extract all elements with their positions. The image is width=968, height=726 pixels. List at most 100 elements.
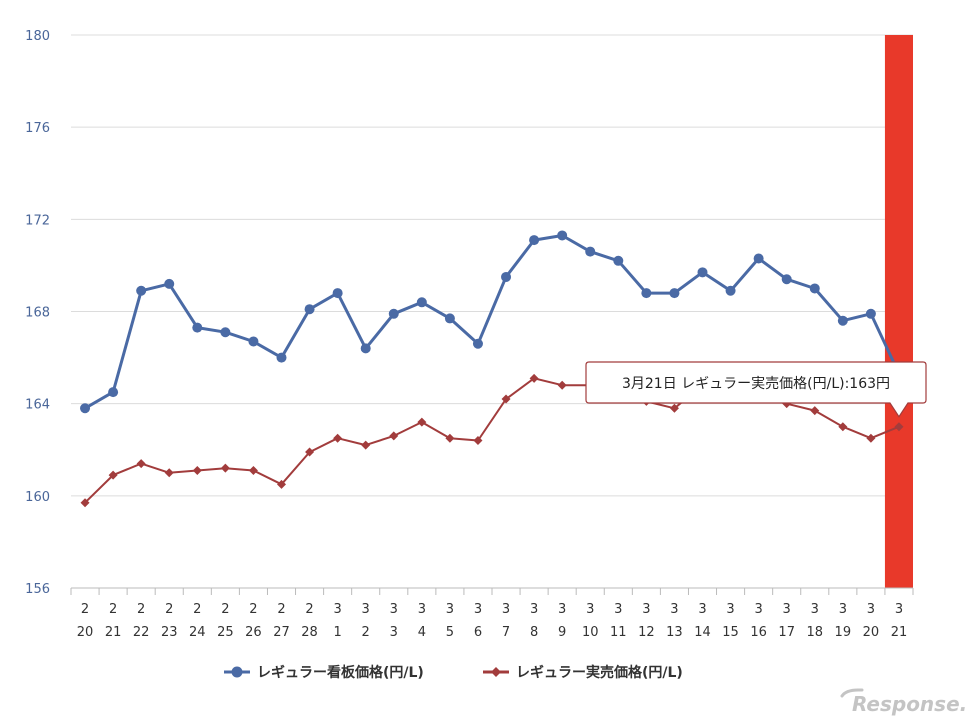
x-tick-month: 3 (698, 602, 706, 617)
y-tick-label: 176 (25, 121, 50, 136)
y-tick-label: 164 (25, 398, 50, 413)
x-tick-month: 3 (670, 602, 678, 617)
x-tick-day: 12 (638, 625, 655, 640)
data-point (501, 271, 512, 282)
x-tick-month: 3 (754, 602, 762, 617)
x-tick-month: 3 (895, 602, 903, 617)
x-tick-day: 23 (161, 625, 178, 640)
x-tick-month: 3 (502, 602, 510, 617)
x-tick-month: 2 (137, 602, 145, 617)
grid-lines (71, 34, 913, 589)
data-point (164, 468, 174, 478)
x-tick-month: 3 (474, 602, 482, 617)
x-axis: 2202212222232242252262272283132333435363… (70, 587, 914, 640)
x-tick-month: 3 (333, 602, 341, 617)
x-tick-day: 4 (418, 625, 426, 640)
x-tick-day: 21 (891, 625, 908, 640)
data-point (361, 440, 371, 450)
data-point (388, 308, 399, 319)
x-tick-day: 15 (722, 625, 739, 640)
y-tick-label: 156 (25, 582, 50, 597)
x-tick-day: 22 (133, 625, 150, 640)
x-tick-month: 3 (446, 602, 454, 617)
x-tick-day: 13 (666, 625, 683, 640)
data-point (866, 433, 876, 443)
x-tick-day: 14 (694, 625, 711, 640)
legend-marker (231, 666, 243, 678)
y-tick-label: 168 (25, 306, 50, 321)
x-tick-day: 6 (474, 625, 482, 640)
data-point (136, 459, 146, 469)
x-tick-month: 3 (783, 602, 791, 617)
x-tick-month: 2 (305, 602, 313, 617)
data-point (557, 380, 567, 390)
highlight-band (884, 35, 913, 588)
x-tick-day: 20 (77, 625, 94, 640)
legend-label: レギュラー看板価格(円/L) (257, 664, 424, 681)
data-point (389, 431, 399, 441)
data-point (80, 403, 91, 414)
watermark-text: Response. (852, 692, 967, 716)
data-point (529, 373, 539, 383)
watermark-swoosh-icon (840, 688, 864, 698)
data-point (837, 315, 848, 326)
legend[interactable]: レギュラー看板価格(円/L) レギュラー実売価格(円/L) (224, 664, 683, 681)
x-tick-month: 3 (530, 602, 538, 617)
tooltip-text: 3月21日 レギュラー実売価格(円/L):163円 (622, 376, 890, 392)
data-point (248, 336, 259, 347)
x-tick-month: 2 (109, 602, 117, 617)
data-point (529, 235, 540, 246)
legend-label: レギュラー実売価格(円/L) (516, 664, 683, 681)
data-point (445, 433, 455, 443)
y-tick-label: 180 (25, 29, 50, 44)
data-point (360, 343, 371, 354)
data-point (192, 322, 203, 333)
y-tick-label: 172 (25, 213, 50, 228)
x-tick-month: 2 (165, 602, 173, 617)
x-tick-day: 10 (582, 625, 599, 640)
x-tick-month: 3 (614, 602, 622, 617)
data-point (613, 255, 624, 266)
data-point (557, 230, 568, 241)
data-point (501, 394, 511, 404)
data-point (108, 470, 118, 480)
x-tick-month: 2 (81, 602, 89, 617)
x-tick-month: 3 (558, 602, 566, 617)
data-point (697, 267, 708, 278)
x-tick-month: 3 (390, 602, 398, 617)
data-point (304, 304, 315, 315)
x-tick-month: 2 (193, 602, 201, 617)
tooltip: 3月21日 レギュラー実売価格(円/L):163円 (585, 361, 927, 418)
data-point (248, 465, 258, 475)
x-tick-day: 27 (273, 625, 290, 640)
data-point (894, 422, 904, 432)
data-point (585, 246, 596, 257)
x-tick-day: 26 (245, 625, 262, 640)
data-point (444, 313, 455, 324)
data-point (809, 283, 820, 294)
x-tick-day: 5 (446, 625, 454, 640)
x-tick-day: 19 (835, 625, 852, 640)
x-tick-day: 1 (333, 625, 341, 640)
data-point (276, 352, 287, 363)
x-tick-month: 2 (249, 602, 257, 617)
data-point (669, 403, 679, 413)
x-tick-day: 2 (362, 625, 370, 640)
y-axis: 156 160 164 168 172 176 180 (25, 29, 50, 597)
data-point (416, 297, 427, 308)
data-point (781, 274, 792, 285)
x-tick-day: 18 (806, 625, 823, 640)
x-tick-day: 7 (502, 625, 510, 640)
y-tick-label: 160 (25, 490, 50, 505)
x-tick-day: 28 (301, 625, 318, 640)
data-point (80, 498, 90, 508)
x-tick-month: 3 (418, 602, 426, 617)
data-point (472, 338, 483, 349)
data-point (164, 278, 175, 289)
data-point (725, 285, 736, 296)
data-point (810, 406, 820, 416)
x-tick-month: 3 (726, 602, 734, 617)
x-tick-day: 8 (530, 625, 538, 640)
response-watermark: Response. (840, 688, 967, 716)
